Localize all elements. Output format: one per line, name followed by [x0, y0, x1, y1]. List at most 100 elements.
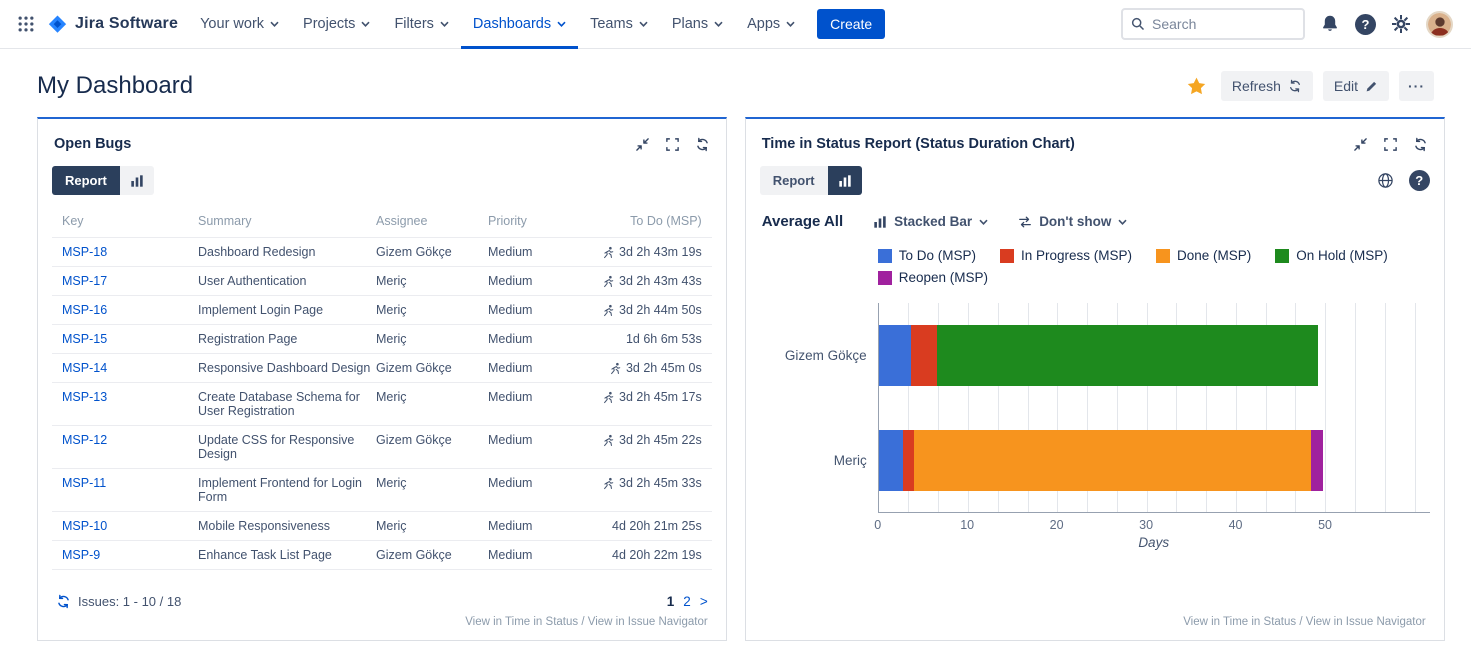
issue-key-link[interactable]: MSP-10: [62, 519, 196, 533]
view-in-issue-navigator-link[interactable]: View in Issue Navigator: [588, 616, 708, 628]
legend-color-swatch: [878, 249, 892, 263]
x-tick-label: 20: [1050, 518, 1064, 532]
time-report-tabs: Report ?: [760, 166, 1430, 195]
issue-key-link[interactable]: MSP-9: [62, 548, 196, 562]
jira-logo[interactable]: Jira Software: [46, 13, 178, 36]
refresh-icon[interactable]: [56, 594, 71, 609]
page-actions: Refresh Edit ···: [1186, 71, 1434, 101]
nav-item-plans[interactable]: Plans: [660, 0, 735, 49]
globe-button[interactable]: [1377, 172, 1394, 189]
column-header: Priority: [488, 214, 600, 228]
edit-button[interactable]: Edit: [1323, 71, 1389, 101]
issue-time: 3d 2h 43m 19s: [602, 245, 702, 259]
view-in-time-in-status-link[interactable]: View in Time in Status: [1183, 616, 1296, 628]
app-switcher-icon[interactable]: [10, 8, 42, 40]
average-all-label: Average All: [762, 213, 843, 230]
favorite-button[interactable]: [1186, 76, 1207, 97]
open-bugs-tabs: Report: [52, 166, 712, 195]
issue-summary: Registration Page: [198, 332, 374, 346]
issue-key-link[interactable]: MSP-13: [62, 390, 196, 404]
nav-item-teams[interactable]: Teams: [578, 0, 660, 49]
settings-button[interactable]: [1391, 14, 1411, 34]
chart-bar-row: [879, 408, 1430, 513]
issue-priority: Medium: [488, 548, 600, 562]
avatar-image: [1428, 13, 1452, 37]
tab-report[interactable]: Report: [52, 166, 120, 195]
issue-assignee: Meriç: [376, 332, 486, 346]
table-row: MSP-14Responsive Dashboard DesignGizem G…: [52, 354, 712, 383]
running-timer-icon: [602, 275, 615, 288]
bar-segment: [879, 430, 903, 491]
gadget-help-button[interactable]: ?: [1409, 170, 1430, 191]
column-header: Assignee: [376, 214, 486, 228]
chart-x-label-row: Days: [760, 535, 1430, 550]
pagination: 12>: [667, 594, 708, 609]
tab-chart[interactable]: [120, 166, 154, 195]
table-row: MSP-15Registration PageMeriçMedium1d 6h …: [52, 325, 712, 354]
search-input[interactable]: [1152, 16, 1295, 32]
chevron-down-icon: [270, 21, 279, 27]
nav-item-your-work[interactable]: Your work: [188, 0, 291, 49]
issue-time: 3d 2h 45m 33s: [602, 476, 702, 490]
view-in-time-in-status-link[interactable]: View in Time in Status: [465, 616, 578, 628]
more-button[interactable]: ···: [1399, 71, 1434, 101]
chart-y-labels: Gizem GökçeMeriç: [760, 303, 878, 513]
page-header: My Dashboard Refresh Edit ···: [0, 49, 1471, 101]
column-header: Key: [62, 214, 196, 228]
issue-assignee: Gizem Gökçe: [376, 245, 486, 259]
expand-icon[interactable]: [1383, 137, 1398, 152]
table-row: MSP-18Dashboard RedesignGizem GökçeMediu…: [52, 238, 712, 267]
x-tick-label: 0: [874, 518, 881, 532]
globe-icon: [1377, 172, 1394, 189]
chevron-down-icon: [1118, 219, 1127, 225]
collapse-icon[interactable]: [1353, 137, 1368, 152]
legend-color-swatch: [1156, 249, 1170, 263]
show-option-dropdown[interactable]: Don't show: [1018, 214, 1127, 229]
column-header: Summary: [198, 214, 374, 228]
issue-key-link[interactable]: MSP-14: [62, 361, 196, 375]
issue-summary: Implement Login Page: [198, 303, 374, 317]
help-button[interactable]: ?: [1355, 14, 1376, 35]
chart-type-value: Stacked Bar: [894, 214, 972, 229]
page-link-2[interactable]: 2: [683, 594, 691, 609]
time-report-footer: View in Time in Status / View in Issue N…: [760, 605, 1430, 628]
gadget-refresh-icon[interactable]: [695, 137, 710, 152]
issue-summary: Responsive Dashboard Design: [198, 361, 374, 375]
issue-key-link[interactable]: MSP-16: [62, 303, 196, 317]
issues-count: Issues: 1 - 10 / 18: [56, 594, 181, 609]
notifications-button[interactable]: [1320, 14, 1340, 34]
avatar[interactable]: [1426, 11, 1453, 38]
legend-label: Reopen (MSP): [899, 270, 988, 285]
collapse-icon[interactable]: [635, 137, 650, 152]
nav-item-projects[interactable]: Projects: [291, 0, 382, 49]
bar-segment: [937, 325, 1318, 386]
issue-key-link[interactable]: MSP-18: [62, 245, 196, 259]
issue-key-link[interactable]: MSP-15: [62, 332, 196, 346]
gadget-refresh-icon[interactable]: [1413, 137, 1428, 152]
issue-time: 3d 2h 44m 50s: [602, 303, 702, 317]
create-button[interactable]: Create: [817, 9, 885, 39]
table-row: MSP-16Implement Login PageMeriçMedium3d …: [52, 296, 712, 325]
expand-icon[interactable]: [665, 137, 680, 152]
chart-type-dropdown[interactable]: Stacked Bar: [873, 214, 988, 229]
nav-item-label: Teams: [590, 16, 633, 32]
tab-chart[interactable]: [828, 166, 862, 195]
issue-key-link[interactable]: MSP-11: [62, 476, 196, 490]
search-icon: [1131, 17, 1145, 31]
refresh-button[interactable]: Refresh: [1221, 71, 1313, 101]
nav-item-dashboards[interactable]: Dashboards: [461, 0, 578, 49]
issue-key-link[interactable]: MSP-12: [62, 433, 196, 447]
table-row: MSP-13Create Database Schema for User Re…: [52, 383, 712, 426]
time-report-header-icons: [1353, 137, 1428, 152]
nav-item-filters[interactable]: Filters: [382, 0, 460, 49]
table-row: MSP-17User AuthenticationMeriçMedium3d 2…: [52, 267, 712, 296]
issue-summary: Create Database Schema for User Registra…: [198, 390, 374, 418]
tab-report[interactable]: Report: [760, 166, 828, 195]
view-in-issue-navigator-link[interactable]: View in Issue Navigator: [1306, 616, 1426, 628]
time-report-links: View in Time in Status / View in Issue N…: [764, 616, 1426, 628]
issue-key-link[interactable]: MSP-17: [62, 274, 196, 288]
refresh-button-label: Refresh: [1232, 78, 1281, 94]
nav-item-apps[interactable]: Apps: [735, 0, 807, 49]
page-link->[interactable]: >: [700, 594, 708, 609]
search-box[interactable]: [1121, 8, 1305, 40]
